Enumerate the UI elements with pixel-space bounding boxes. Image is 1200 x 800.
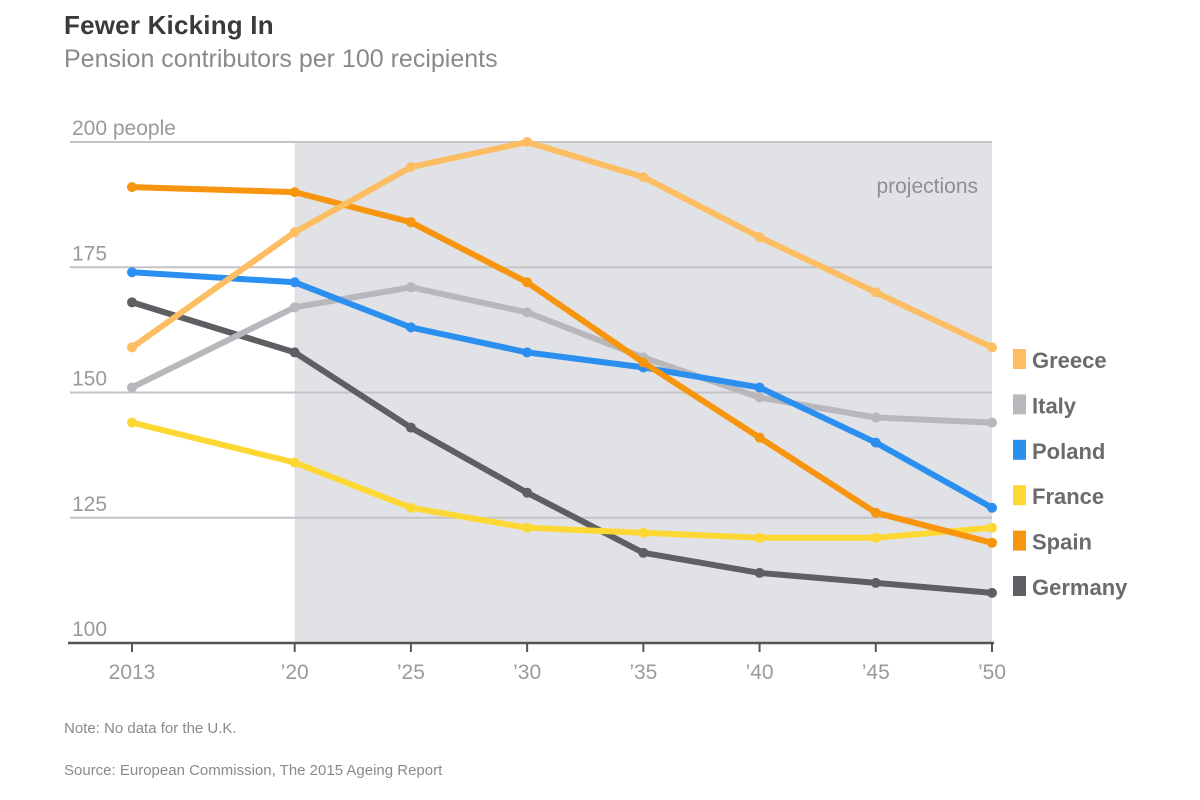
data-point	[638, 527, 649, 538]
data-point	[870, 532, 881, 543]
data-point	[522, 307, 533, 318]
data-point	[638, 357, 649, 368]
data-point	[289, 302, 300, 313]
data-point	[127, 417, 137, 428]
series-line-germany	[129, 299, 995, 596]
series-spain	[127, 182, 997, 548]
data-point	[870, 507, 881, 518]
series-france	[127, 417, 997, 543]
series-lines	[127, 137, 997, 598]
data-point	[127, 182, 137, 193]
x-tick-label: ’50	[978, 661, 1006, 684]
legend-item-spain: Spain	[1013, 530, 1092, 555]
chart-title: Fewer Kicking In	[64, 10, 274, 40]
data-point	[987, 417, 997, 428]
data-point	[405, 322, 416, 333]
legend-item-germany: Germany	[1013, 575, 1128, 600]
legend-label: France	[1032, 484, 1104, 509]
data-point	[754, 232, 765, 243]
y-tick-label: 100	[72, 618, 107, 641]
series-line-france	[129, 419, 995, 541]
data-point	[289, 187, 300, 198]
data-point	[522, 137, 533, 147]
legend-label: Germany	[1032, 575, 1128, 600]
x-tick-label: ’20	[281, 661, 309, 684]
legend-label: Poland	[1032, 439, 1105, 464]
legend-label: Greece	[1032, 348, 1107, 373]
legend-swatch	[1013, 530, 1026, 551]
chart-note: Note: No data for the U.K.	[64, 720, 237, 737]
x-tick-label: ’40	[746, 661, 774, 684]
data-point	[987, 502, 997, 513]
data-point	[405, 162, 416, 173]
data-point	[289, 227, 300, 238]
x-tick-label: ’35	[629, 661, 657, 684]
data-point	[754, 532, 765, 543]
data-point	[289, 277, 300, 288]
data-point	[987, 587, 997, 598]
data-point	[870, 437, 881, 448]
x-tick-label: ’45	[862, 661, 890, 684]
legend-swatch	[1013, 349, 1026, 369]
y-tick-label: 150	[72, 368, 107, 391]
series-germany	[127, 297, 997, 598]
data-point	[405, 502, 416, 513]
data-point	[638, 547, 649, 558]
data-point	[522, 522, 533, 533]
projections-label: projections	[876, 175, 978, 198]
legend-swatch	[1013, 485, 1026, 506]
x-tick-label: 2013	[109, 661, 156, 684]
data-point	[870, 577, 881, 588]
data-point	[127, 297, 137, 308]
chart-source: Source: European Commission, The 2015 Ag…	[64, 762, 443, 779]
series-line-poland	[129, 269, 995, 511]
x-tick-label: ’30	[513, 661, 541, 684]
data-point	[289, 457, 300, 468]
data-point	[987, 342, 997, 353]
data-point	[870, 287, 881, 298]
data-point	[754, 567, 765, 578]
series-italy	[127, 282, 997, 428]
series-greece	[127, 137, 997, 353]
legend-swatch	[1013, 439, 1026, 460]
y-tick-label: 125	[72, 493, 107, 516]
series-line-italy	[129, 284, 995, 426]
series-line-spain	[129, 184, 995, 546]
y-tick-label: 200 people	[72, 117, 176, 140]
legend-item-poland: Poland	[1013, 439, 1105, 464]
legend-item-greece: Greece	[1013, 348, 1107, 373]
legend-item-italy: Italy	[1013, 393, 1077, 418]
gridlines: 100 125 150 175 200 people	[70, 117, 992, 641]
data-point	[405, 282, 416, 293]
data-point	[405, 217, 416, 228]
data-point	[127, 342, 137, 353]
legend-swatch	[1013, 576, 1026, 596]
series-line-greece	[129, 139, 995, 351]
data-point	[754, 432, 765, 443]
legend-label: Spain	[1032, 530, 1092, 555]
legend-label: Italy	[1032, 393, 1077, 418]
y-tick-label: 175	[72, 242, 107, 265]
legend-item-france: France	[1013, 484, 1104, 509]
data-point	[127, 382, 137, 393]
data-point	[405, 422, 416, 433]
data-point	[638, 172, 649, 183]
data-point	[870, 412, 881, 423]
data-point	[127, 267, 137, 278]
data-point	[754, 392, 765, 403]
chart-subtitle: Pension contributors per 100 recipients	[64, 45, 498, 73]
data-point	[987, 537, 997, 548]
data-point	[289, 347, 300, 358]
legend-swatch	[1013, 394, 1026, 415]
data-point	[522, 347, 533, 358]
data-point	[754, 382, 765, 393]
data-point	[522, 487, 533, 498]
legend: Greece Italy Poland France Spain Germany	[1013, 348, 1128, 600]
x-tick-label: ’25	[397, 661, 425, 684]
data-point	[522, 277, 533, 288]
data-point	[987, 522, 997, 533]
x-axis: 2013 ’20 ’25 ’30 ’35 ’40 ’45 ’50	[68, 641, 1006, 684]
